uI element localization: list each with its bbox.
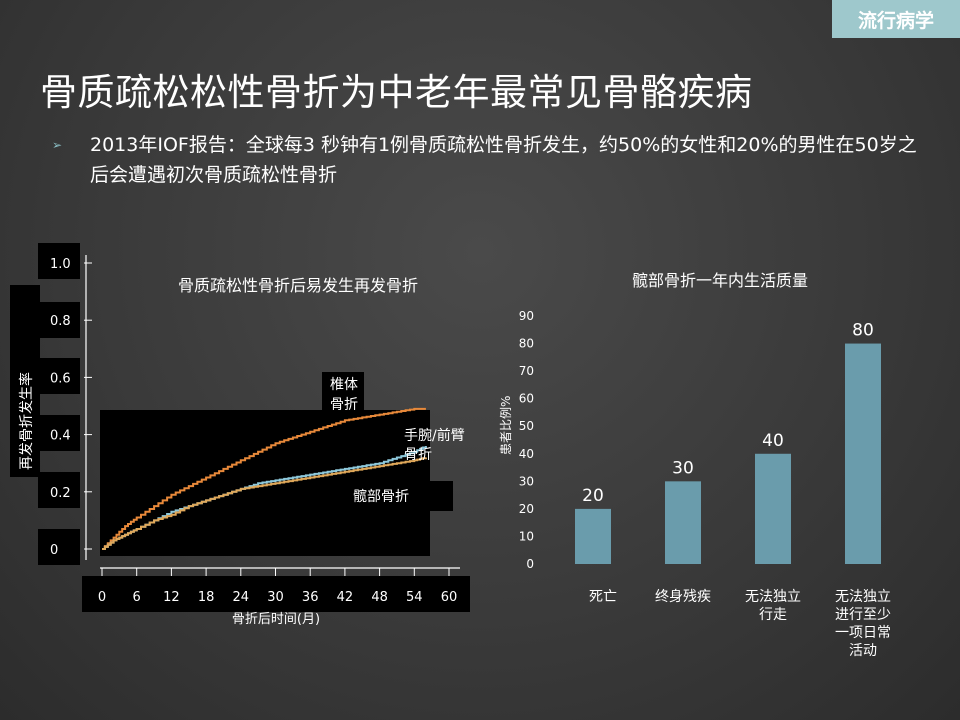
bar-value-label: 30 bbox=[672, 458, 694, 478]
y-tick-box bbox=[38, 302, 80, 338]
line-chart-title: 骨质疏松性骨折后易发生再发骨折 bbox=[178, 276, 418, 295]
bar-y-tick-label: 90 bbox=[519, 309, 534, 323]
series-label-box bbox=[345, 481, 453, 511]
bar-value-label: 20 bbox=[582, 486, 604, 506]
series-line-3 bbox=[102, 457, 427, 550]
x-tick-label: 30 bbox=[267, 590, 284, 605]
bar-y-axis-title: 患者比例% bbox=[499, 396, 513, 455]
bar bbox=[575, 508, 611, 564]
series-label-vertebral: 骨折 bbox=[330, 397, 358, 413]
bar-y-tick-label: 50 bbox=[519, 419, 534, 433]
y-tick-label: 0 bbox=[50, 543, 58, 558]
x-tick-box bbox=[82, 576, 470, 612]
x-tick-label: 36 bbox=[302, 590, 319, 605]
bar-category-label: 无法独立 bbox=[835, 589, 891, 605]
series-label-hip: 髋部骨折 bbox=[353, 488, 409, 505]
x-tick-label: 24 bbox=[233, 590, 250, 605]
x-tick-label: 0 bbox=[98, 590, 106, 605]
bar bbox=[755, 453, 791, 564]
bar-y-tick-label: 40 bbox=[519, 447, 534, 461]
series-label-box bbox=[322, 372, 364, 414]
y-tick-label: 0.6 bbox=[50, 371, 71, 386]
bar-category-label: 一项日常 bbox=[835, 625, 891, 641]
y-tick-box bbox=[38, 415, 80, 451]
page-title: 骨质疏松松性骨折为中老年最常见骨骼疾病 bbox=[40, 71, 753, 114]
series-label-wrist: 手腕/前臂 bbox=[404, 427, 465, 444]
bar-chart-title: 髋部骨折一年内生活质量 bbox=[632, 271, 808, 290]
y-tick-box bbox=[38, 358, 80, 394]
y-tick-label: 0.2 bbox=[50, 486, 71, 501]
bullet-text: 2013年IOF报告：全球每3 秒钟有1例骨质疏松性骨折发生，约50%的女性和2… bbox=[90, 134, 917, 186]
x-tick-label: 18 bbox=[198, 590, 215, 605]
x-tick-label: 42 bbox=[337, 590, 354, 605]
x-tick-label: 12 bbox=[163, 590, 180, 605]
bar bbox=[845, 343, 881, 564]
section-tag: 流行病学 bbox=[832, 0, 960, 38]
y-axis-title: 再发骨折发生率 bbox=[18, 372, 35, 470]
bar-category-label: 进行至少 bbox=[835, 607, 891, 623]
y-label-box bbox=[10, 285, 40, 477]
series-label-vertebral: 椎体 bbox=[330, 377, 358, 393]
bar-category-label: 活动 bbox=[849, 643, 877, 659]
bar-category-label: 终身残疾 bbox=[655, 589, 711, 605]
x-axis-title: 骨折后时间(月) bbox=[232, 612, 320, 627]
y-tick-box bbox=[38, 529, 80, 565]
x-tick-label: 48 bbox=[371, 590, 388, 605]
bar-value-label: 40 bbox=[762, 431, 784, 451]
bar-value-label: 80 bbox=[852, 321, 874, 341]
bar-category-label: 无法独立 bbox=[745, 589, 801, 605]
bar-y-tick-label: 80 bbox=[519, 337, 534, 351]
y-tick-box bbox=[38, 243, 80, 279]
bullet-arrow-icon: ➢ bbox=[52, 138, 63, 152]
y-tick-label: 0.8 bbox=[50, 314, 71, 329]
bar-y-tick-label: 10 bbox=[519, 529, 534, 543]
x-tick-label: 6 bbox=[133, 590, 141, 605]
x-tick-label: 54 bbox=[406, 590, 423, 605]
y-tick-box bbox=[38, 472, 80, 508]
y-tick-label: 1.0 bbox=[50, 257, 71, 272]
bar-category-label: 死亡 bbox=[589, 589, 617, 605]
x-tick-label: 60 bbox=[441, 590, 458, 605]
bar-y-tick-label: 20 bbox=[519, 502, 534, 516]
series-label-wrist: 骨折 bbox=[404, 447, 432, 463]
series-line-1 bbox=[102, 407, 426, 550]
bar-y-tick-label: 60 bbox=[519, 392, 534, 406]
bar-y-tick-label: 70 bbox=[519, 364, 534, 378]
bar-y-tick-label: 0 bbox=[526, 557, 534, 571]
y-tick-label: 0.4 bbox=[50, 429, 71, 444]
bar-category-label: 行走 bbox=[759, 607, 787, 623]
bar-y-tick-label: 30 bbox=[519, 474, 534, 488]
bar bbox=[665, 481, 701, 564]
bullet-item: ➢ 2013年IOF报告：全球每3 秒钟有1例骨质疏松性骨折发生，约50%的女性… bbox=[52, 130, 922, 190]
